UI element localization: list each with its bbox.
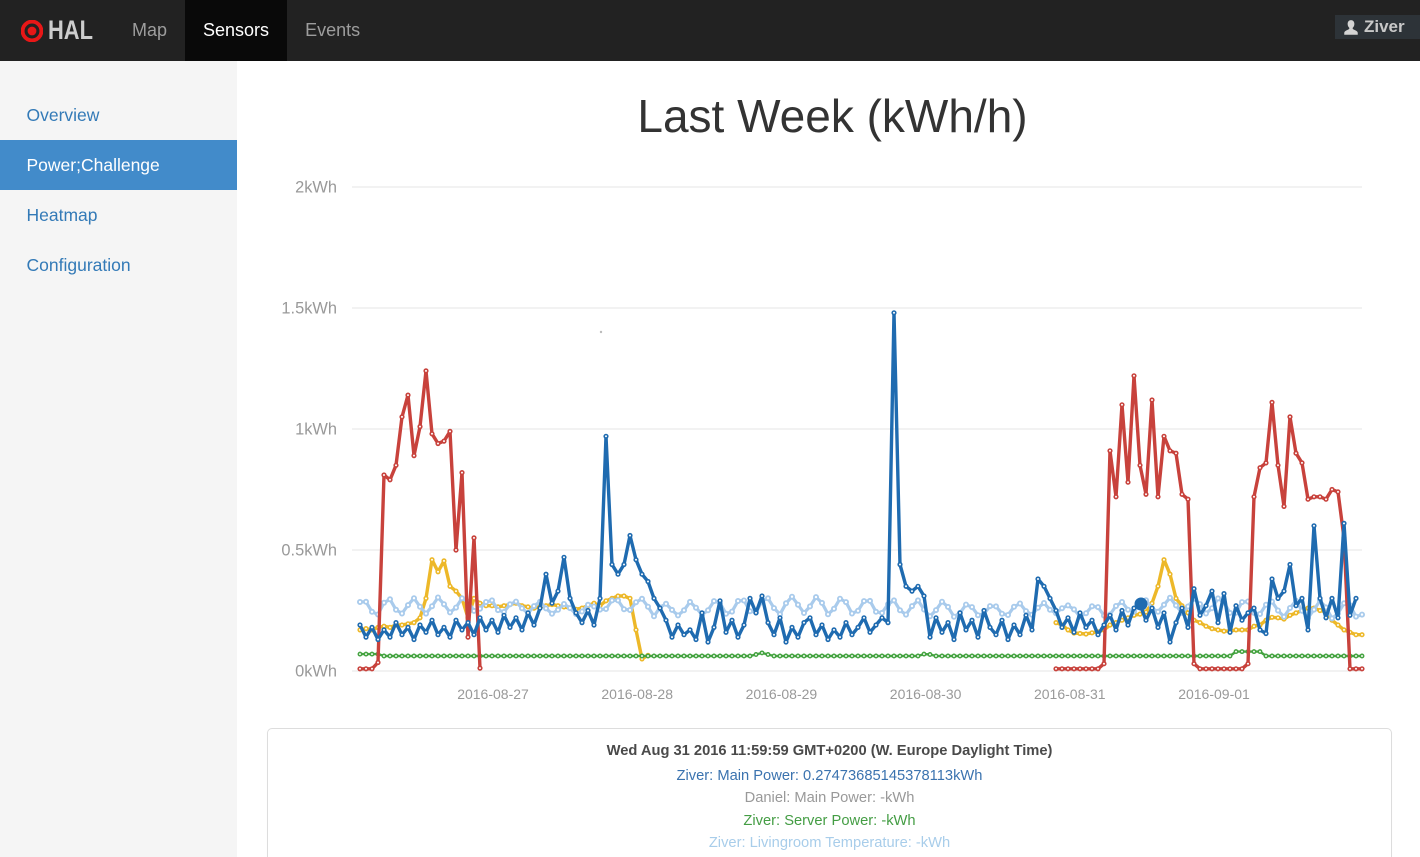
svg-text:2kWh: 2kWh [295,179,337,197]
svg-text:1.5kWh: 1.5kWh [281,300,337,318]
svg-text:2016-08-27: 2016-08-27 [457,686,529,702]
svg-text:2016-09-01: 2016-09-01 [1178,686,1250,702]
svg-text:0kWh: 0kWh [295,663,337,681]
svg-text:2016-08-31: 2016-08-31 [1034,686,1106,702]
svg-text:2016-08-28: 2016-08-28 [601,686,673,702]
svg-text:2016-08-30: 2016-08-30 [890,686,962,702]
svg-text:1kWh: 1kWh [295,421,337,439]
svg-text:2016-08-29: 2016-08-29 [746,686,818,702]
svg-text:0.5kWh: 0.5kWh [281,542,337,560]
